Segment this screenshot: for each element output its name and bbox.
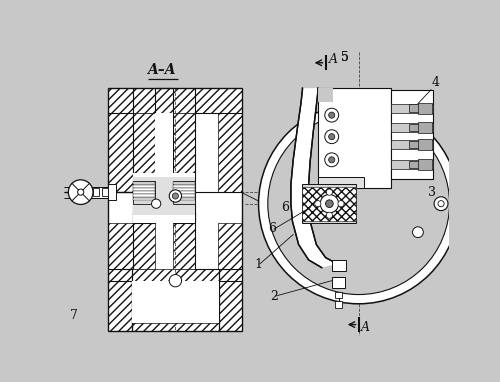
Bar	[137, 288, 214, 318]
Bar	[133, 113, 154, 192]
Bar	[133, 182, 154, 185]
Circle shape	[434, 197, 448, 210]
Circle shape	[325, 153, 338, 167]
Bar	[332, 277, 345, 288]
Circle shape	[326, 212, 332, 219]
Circle shape	[326, 200, 334, 207]
Circle shape	[328, 157, 335, 163]
Bar	[302, 185, 356, 223]
Circle shape	[68, 180, 93, 204]
Bar	[132, 281, 220, 323]
Bar	[418, 159, 432, 170]
Bar	[391, 140, 434, 149]
Circle shape	[338, 201, 344, 207]
Bar	[173, 113, 195, 192]
Text: 5: 5	[341, 51, 349, 64]
Text: A: A	[361, 321, 370, 334]
Circle shape	[172, 193, 178, 199]
Circle shape	[268, 113, 450, 295]
Polygon shape	[291, 88, 337, 268]
Bar	[418, 139, 432, 150]
Bar	[173, 182, 195, 185]
Bar	[87, 187, 108, 197]
Bar	[133, 188, 154, 191]
Bar	[318, 177, 364, 188]
Text: 6: 6	[268, 222, 276, 235]
Circle shape	[152, 199, 161, 208]
Bar	[108, 185, 116, 200]
Bar	[335, 292, 342, 298]
Text: 3: 3	[428, 186, 436, 199]
Bar	[408, 141, 422, 148]
Bar	[391, 123, 434, 132]
Bar	[173, 194, 195, 197]
Bar	[302, 187, 356, 221]
Circle shape	[325, 130, 338, 144]
Circle shape	[258, 104, 459, 304]
Bar	[173, 223, 195, 269]
Text: A–A: A–A	[148, 63, 176, 77]
Bar	[318, 88, 333, 102]
Bar	[318, 88, 391, 188]
Bar	[173, 188, 195, 191]
Bar	[133, 181, 154, 204]
Bar	[391, 91, 434, 179]
Text: 1: 1	[254, 257, 262, 270]
Circle shape	[328, 112, 335, 118]
Bar	[218, 113, 242, 192]
Text: 7: 7	[70, 309, 78, 322]
Bar	[93, 188, 99, 196]
Circle shape	[320, 194, 338, 213]
Bar	[335, 301, 342, 308]
Circle shape	[325, 108, 338, 122]
Bar	[102, 188, 108, 196]
Bar	[418, 122, 432, 133]
Circle shape	[412, 227, 424, 238]
Bar	[408, 160, 422, 168]
Bar	[418, 103, 432, 113]
Circle shape	[326, 189, 332, 195]
Bar	[133, 191, 154, 194]
Bar	[108, 223, 133, 331]
Bar	[108, 88, 242, 113]
Bar	[108, 269, 242, 331]
Bar	[154, 173, 173, 223]
Bar	[391, 160, 434, 169]
Bar	[133, 185, 154, 188]
Bar	[391, 104, 434, 113]
Text: 2: 2	[270, 290, 278, 303]
Bar	[133, 223, 154, 269]
Text: 6: 6	[281, 201, 289, 214]
Text: A: A	[328, 53, 338, 66]
Circle shape	[169, 190, 181, 202]
Circle shape	[315, 201, 321, 207]
Circle shape	[328, 134, 335, 140]
Circle shape	[78, 189, 84, 195]
Circle shape	[438, 201, 444, 207]
Bar	[133, 194, 154, 197]
Bar	[108, 88, 242, 331]
Bar	[173, 197, 195, 200]
Bar	[332, 260, 345, 271]
Bar	[408, 104, 422, 112]
Bar	[218, 223, 242, 331]
Circle shape	[169, 275, 181, 287]
Bar	[132, 281, 220, 323]
Bar	[133, 113, 154, 192]
Bar	[408, 124, 422, 131]
Bar	[173, 185, 195, 188]
Bar	[133, 177, 194, 215]
Text: 5: 5	[341, 51, 349, 64]
Bar	[133, 197, 154, 200]
Text: 4: 4	[432, 76, 440, 89]
Bar	[173, 191, 195, 194]
Bar	[108, 113, 133, 192]
Bar	[154, 113, 173, 192]
Bar	[133, 173, 194, 223]
Bar	[173, 181, 195, 204]
